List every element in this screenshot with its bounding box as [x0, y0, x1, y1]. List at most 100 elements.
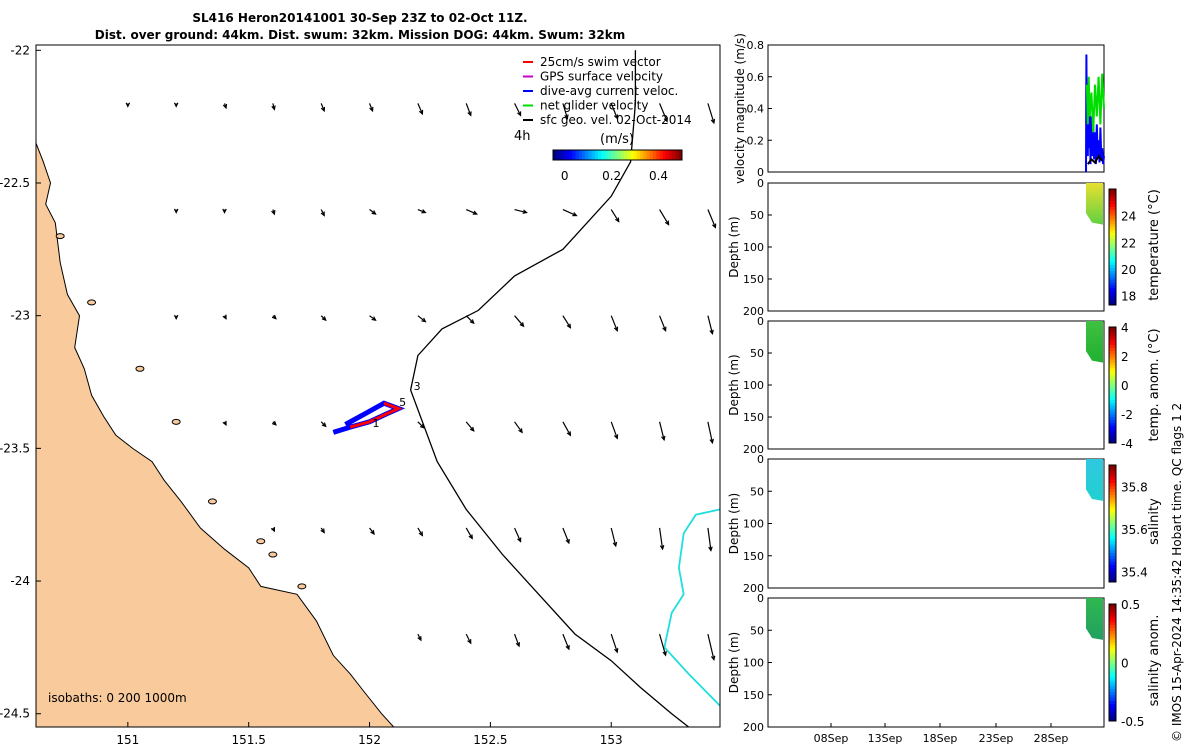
current-vector-head [565, 538, 570, 545]
current-vector-head [613, 326, 619, 332]
sal_anom-cbar-cell [1109, 618, 1116, 623]
temperature-cbar-cell [1109, 276, 1116, 280]
velocity-series [1085, 73, 1105, 133]
current-vector [610, 633, 618, 653]
colorbar-cell [569, 150, 573, 160]
sal_anom-cbar-tick-label: 0.5 [1121, 598, 1140, 612]
temperature-cbar-cell [1109, 273, 1116, 277]
temp_anom-cbar-cell [1109, 428, 1116, 432]
colorbar-cell [607, 150, 612, 160]
temperature-cbar-cell [1109, 287, 1116, 291]
temperature-cbar-cell [1109, 191, 1116, 196]
sal_anom-frame [767, 597, 1105, 728]
velocity-y-tick-label: 0.4 [747, 103, 765, 116]
sal_anom-cbar-cell [1109, 633, 1116, 637]
legend-label: sfc geo. vel. 02-Oct-2014 [540, 113, 692, 127]
current-vector-head [321, 316, 327, 322]
velocity-ylabel: velocity magnitude (m/s) [733, 33, 747, 184]
colorbar-tick-label: 0.4 [649, 169, 668, 183]
current-vector-head [418, 109, 424, 116]
temp_anom-cbar-cell [1109, 434, 1116, 438]
temperature-cbar-cell [1109, 299, 1116, 303]
temp_anom-cbar-tick-label: 2 [1121, 350, 1129, 364]
temp_anom-cbar-tick-label: -2 [1121, 408, 1133, 422]
current-vector-head [222, 103, 228, 110]
temp_anom-cbar-cell [1109, 416, 1116, 421]
sal_anom-cbar-cell [1109, 709, 1116, 713]
sal_anom-y-tick-label: 100 [743, 657, 764, 670]
island [135, 365, 145, 372]
colorbar-cell [652, 150, 657, 160]
current-vector-head [271, 420, 277, 426]
temp_anom-ylabel: Depth (m) [727, 354, 741, 415]
current-vector-head [613, 434, 619, 440]
colorbar-cell [604, 150, 609, 160]
colorbar-cell [614, 150, 618, 160]
salinity-cbar-cell [1109, 514, 1116, 519]
current-vector [465, 421, 475, 432]
temp_anom-y-tick-label: 200 [743, 443, 764, 456]
current-vector-head [421, 317, 427, 323]
current-vector-head [320, 528, 325, 534]
temperature-cbar-cell [1109, 278, 1116, 283]
sal_anom-cbar-cell [1109, 659, 1116, 663]
salinity-cbar-tick-label: 35.6 [1121, 523, 1148, 537]
colorbar-cell [678, 150, 683, 160]
temp_anom-data [1086, 321, 1103, 363]
current-vector-head [572, 212, 578, 217]
sal_anom-cbar-cell [1109, 612, 1116, 617]
sal_anom-cbar-cell [1109, 682, 1116, 687]
temp_anom-cbar-tick-label: -4 [1121, 437, 1133, 451]
temp_anom-cbar-cell [1109, 437, 1116, 441]
legend-label: net glider velocity [540, 99, 648, 113]
current-vector-head [517, 537, 522, 543]
sal_anom-y-tick-label: 0 [757, 592, 764, 605]
temperature-cbar-cell [1109, 264, 1116, 268]
velocity-y-tick-label: 0.8 [747, 39, 765, 52]
current-vector [610, 421, 618, 439]
isobath-cyan [663, 508, 721, 707]
temperature-cbar-cell [1109, 215, 1116, 219]
map-frame [35, 44, 721, 728]
temperature-cbar-cell [1109, 229, 1116, 233]
track-label: 3 [414, 380, 421, 393]
current-vector [610, 209, 620, 222]
salinity-cbar-cell [1109, 511, 1116, 516]
temp_anom-cbar-cell [1109, 385, 1116, 389]
current-vector-head [469, 426, 475, 432]
salinity-cbar-cell [1109, 529, 1116, 533]
colorbar-cell [617, 150, 622, 160]
current-vector [562, 527, 570, 544]
sal_anom-y-tick-label: 150 [743, 689, 764, 702]
colorbar-cell [565, 150, 570, 160]
temp_anom-cbar-cell [1109, 440, 1116, 444]
current-vector [562, 103, 568, 119]
current-vector [659, 209, 670, 225]
salinity-cbar-cell [1109, 467, 1116, 472]
current-vector [659, 315, 667, 331]
time-tick-label: 23Sep [979, 732, 1014, 745]
island [171, 418, 181, 425]
current-vector-head [564, 114, 569, 120]
current-vector [514, 421, 523, 433]
current-vector-head [472, 210, 478, 215]
colorbar-cell [556, 150, 560, 160]
salinity-cbar-cell [1109, 558, 1116, 563]
sal_anom-cbar-cell [1109, 636, 1116, 640]
temp_anom-cbar-cell [1109, 353, 1116, 357]
colorbar-cell [659, 150, 664, 160]
sal_anom-cbar-cell [1109, 694, 1116, 699]
island [207, 498, 217, 505]
temp_anom-cbar-cell [1109, 425, 1116, 429]
island [297, 583, 307, 590]
temperature-cbar-cell [1109, 261, 1116, 265]
sal_anom-cbar-cell [1109, 650, 1116, 655]
current-vector-head [370, 529, 375, 536]
x-tick-label: 151.5 [232, 733, 266, 747]
sal_anom-cbar-cell [1109, 627, 1116, 631]
salinity-frame [767, 458, 1105, 589]
temperature-cbar-cell [1109, 206, 1116, 210]
sal_anom-cbar-cell [1109, 653, 1116, 658]
temp_anom-cbar-tick-label: 0 [1121, 379, 1129, 393]
legend-label: 25cm/s swim vector [540, 55, 661, 69]
